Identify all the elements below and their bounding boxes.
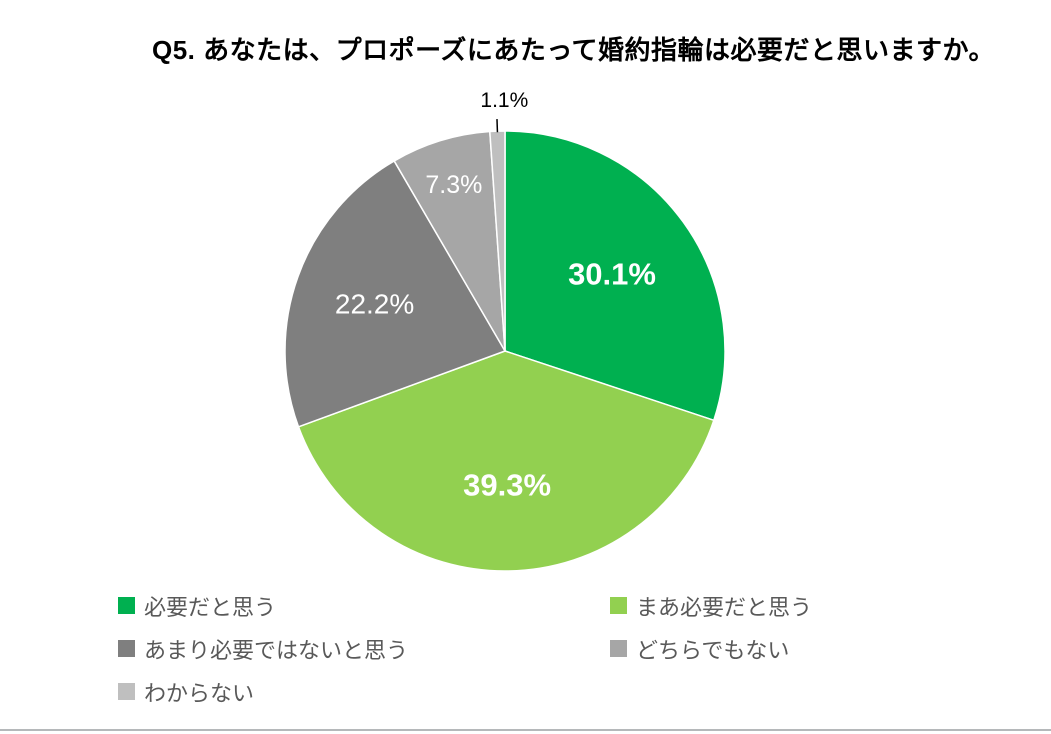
legend-item-label: 必要だと思う [144,594,277,620]
legend-swatch-icon [610,640,627,657]
legend-item-3: どちらでもない [610,632,812,665]
legend-swatch-icon [610,597,627,614]
legend-item-0: 必要だと思う [118,589,610,622]
pie-data-label-2: 22.2% [335,289,414,320]
legend-item-label: あまり必要ではないと思う [144,637,409,663]
pie-data-label-1: 39.3% [463,468,551,503]
pie-data-label-0: 30.1% [568,256,656,291]
legend-swatch-icon [118,640,135,657]
legend-item-label: まあ必要だと思う [636,594,813,620]
legend-item-1: まあ必要だと思う [610,589,812,622]
legend-swatch-icon [118,683,135,700]
pie-slice-3 [393,130,506,352]
legend-item-label: わからない [144,680,255,706]
legend-item-label: どちらでもない [636,637,790,663]
legend-item-2: あまり必要ではないと思う [118,632,610,665]
chart-title: Q5. あなたは、プロポーズにあたって婚約指輪は必要だと思いますか。 [151,35,995,65]
pie-slice-0 [504,130,726,422]
pie-slice-2 [284,160,506,428]
legend-swatch-icon [118,597,135,614]
legend-item-4: わからない [118,675,610,708]
pie-slice-1 [297,350,715,572]
bottom-divider [0,729,1051,731]
pie-data-label-4: 1.1% [480,89,528,112]
pie-data-label-3: 7.3% [425,171,482,199]
legend: 必要だと思う まあ必要だと思うあまり必要ではないと思う どちらでもないわからない [118,589,812,708]
